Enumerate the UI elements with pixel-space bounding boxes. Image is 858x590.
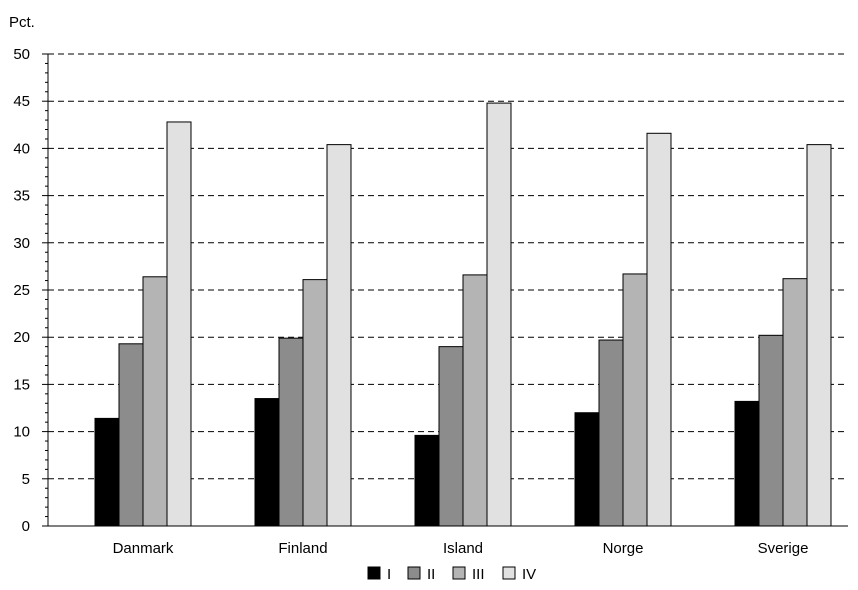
y-tick-label: 20	[13, 329, 30, 346]
bar-norge-iv	[646, 132, 672, 527]
bar-sverige-iii	[782, 278, 808, 527]
x-tick-label: Norge	[603, 540, 644, 557]
y-axis-ticks: 0 5 10 15 20 25 30 35 40 45 50	[13, 46, 48, 535]
x-tick-label: Finland	[278, 540, 327, 557]
bar-island-ii	[438, 346, 464, 527]
bar-island-iii	[462, 274, 488, 527]
x-tick-label: Danmark	[113, 540, 174, 557]
bar-island-iv	[486, 102, 512, 527]
y-tick-label: 50	[13, 46, 30, 63]
x-tick-label: Sverige	[758, 540, 809, 557]
y-tick-label: 45	[13, 93, 30, 110]
bar-island-i	[414, 434, 440, 527]
bar-sverige-i	[734, 400, 760, 527]
y-tick-label: 30	[13, 235, 30, 252]
y-unit-label: Pct.	[9, 14, 35, 31]
y-tick-label: 40	[13, 140, 30, 157]
legend-label: III	[472, 566, 485, 583]
bar-finland-ii	[278, 337, 304, 527]
bar-danmark-iv	[166, 121, 192, 527]
bar-finland-i	[254, 398, 280, 527]
legend-swatch	[452, 566, 466, 580]
y-tick-label: 35	[13, 188, 30, 205]
y-tick-label: 25	[13, 282, 30, 299]
y-tick-label: 0	[22, 518, 30, 535]
bar-norge-ii	[598, 339, 624, 527]
bar-sverige-iv	[806, 144, 832, 527]
bar-sverige-ii	[758, 334, 784, 527]
bar-danmark-iii	[142, 276, 168, 527]
bars	[94, 102, 832, 527]
y-tick-label: 15	[13, 376, 30, 393]
x-axis-labels: Danmark Finland Island Norge Sverige	[113, 540, 809, 557]
legend-label: II	[427, 566, 435, 583]
legend: I II III IV	[367, 566, 536, 583]
legend-label: I	[387, 566, 391, 583]
legend-label: IV	[522, 566, 536, 583]
y-tick-label: 5	[22, 471, 30, 488]
legend-swatch	[407, 566, 421, 580]
x-tick-label: Island	[443, 540, 483, 557]
bar-norge-iii	[622, 273, 648, 527]
legend-swatch	[367, 566, 381, 580]
y-tick-label: 10	[13, 424, 30, 441]
bar-norge-i	[574, 412, 600, 527]
bar-finland-iii	[302, 279, 328, 527]
bar-danmark-i	[94, 417, 120, 527]
legend-swatch	[502, 566, 516, 580]
bar-danmark-ii	[118, 343, 144, 527]
bar-finland-iv	[326, 144, 352, 527]
